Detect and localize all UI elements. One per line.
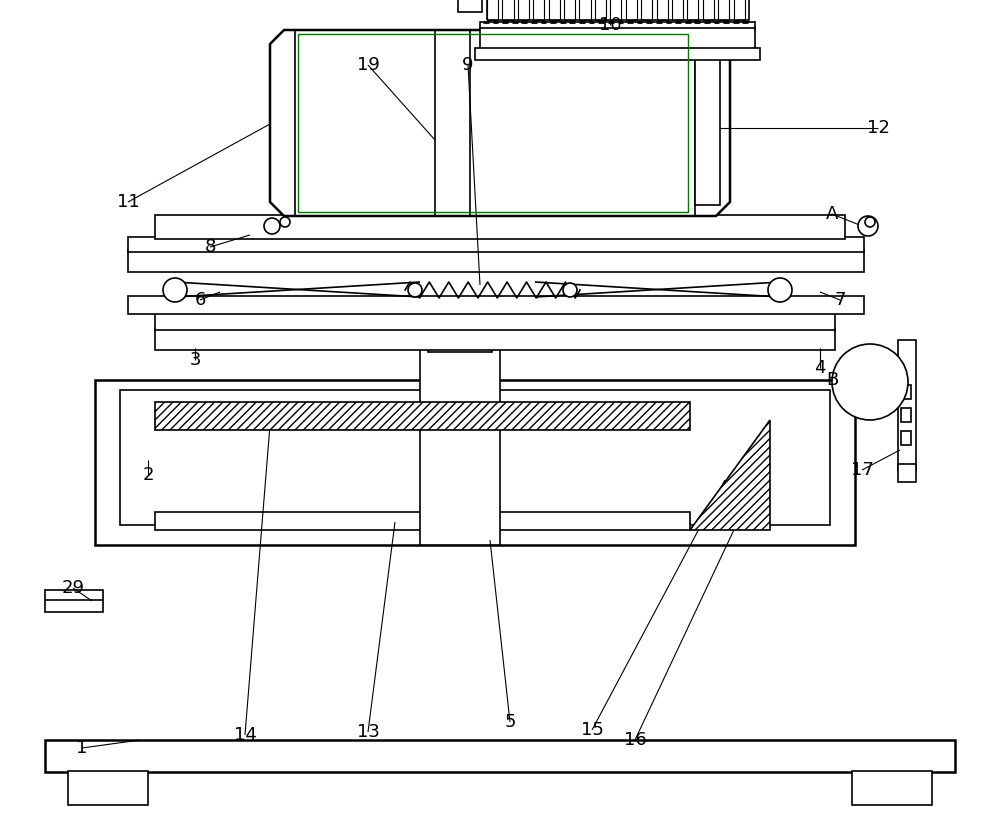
Bar bbox=[898, 340, 916, 470]
Text: 6: 6 bbox=[194, 291, 206, 309]
Text: 15: 15 bbox=[581, 721, 603, 739]
Text: 1: 1 bbox=[76, 739, 88, 757]
Bar bbox=[298, 34, 688, 212]
Bar bbox=[687, 0, 698, 20]
Text: A: A bbox=[826, 205, 838, 223]
Circle shape bbox=[563, 283, 577, 297]
Text: 16: 16 bbox=[624, 731, 646, 749]
Bar bbox=[155, 312, 835, 330]
Bar bbox=[155, 512, 690, 530]
Bar bbox=[610, 0, 621, 20]
Bar bbox=[487, 0, 749, 20]
Text: 14: 14 bbox=[234, 726, 256, 744]
Bar bbox=[626, 0, 637, 20]
Bar bbox=[155, 215, 845, 239]
Bar bbox=[518, 0, 529, 20]
Text: 17: 17 bbox=[851, 461, 873, 479]
Bar bbox=[458, 0, 482, 12]
Text: 9: 9 bbox=[462, 56, 474, 74]
Text: 2: 2 bbox=[142, 466, 154, 484]
Polygon shape bbox=[270, 30, 730, 216]
Bar bbox=[128, 237, 864, 252]
Bar bbox=[695, 37, 720, 205]
Bar bbox=[120, 390, 830, 525]
Text: 13: 13 bbox=[357, 723, 379, 741]
Bar bbox=[428, 322, 492, 352]
Bar bbox=[657, 0, 668, 20]
Bar bbox=[595, 0, 606, 20]
Circle shape bbox=[858, 216, 878, 236]
Text: 8: 8 bbox=[204, 238, 216, 256]
Bar bbox=[734, 0, 745, 20]
Text: B: B bbox=[826, 371, 838, 389]
Bar bbox=[128, 296, 864, 314]
Bar bbox=[480, 22, 755, 30]
Circle shape bbox=[408, 283, 422, 297]
Bar bbox=[475, 48, 760, 60]
Circle shape bbox=[865, 217, 875, 227]
Bar bbox=[579, 0, 591, 20]
Circle shape bbox=[280, 217, 290, 227]
Bar bbox=[641, 0, 652, 20]
Bar bbox=[672, 0, 683, 20]
Text: 12: 12 bbox=[867, 119, 889, 137]
Bar bbox=[155, 402, 690, 430]
Bar bbox=[901, 431, 911, 445]
Text: 19: 19 bbox=[357, 56, 379, 74]
Bar bbox=[420, 345, 500, 545]
Bar bbox=[45, 740, 955, 772]
Bar bbox=[68, 771, 148, 805]
Bar bbox=[852, 771, 932, 805]
Text: 29: 29 bbox=[62, 579, 85, 597]
Bar bbox=[95, 380, 855, 545]
Bar bbox=[564, 0, 575, 20]
Circle shape bbox=[768, 278, 792, 302]
Bar bbox=[128, 250, 864, 272]
Bar bbox=[480, 28, 755, 50]
Text: 5: 5 bbox=[504, 713, 516, 731]
Bar bbox=[487, 0, 498, 20]
Bar bbox=[901, 385, 911, 399]
Circle shape bbox=[163, 278, 187, 302]
Text: 11: 11 bbox=[117, 193, 139, 211]
Bar bbox=[45, 590, 103, 612]
Circle shape bbox=[264, 218, 280, 234]
Bar bbox=[901, 408, 911, 422]
Bar bbox=[549, 0, 560, 20]
Text: 3: 3 bbox=[189, 351, 201, 369]
Text: 4: 4 bbox=[814, 359, 826, 377]
Text: 7: 7 bbox=[834, 291, 846, 309]
Bar bbox=[718, 0, 729, 20]
Bar bbox=[437, 521, 449, 527]
Text: 10: 10 bbox=[599, 16, 621, 34]
Bar bbox=[703, 0, 714, 20]
Bar bbox=[502, 0, 514, 20]
Bar bbox=[155, 328, 835, 350]
Bar bbox=[898, 464, 916, 482]
Polygon shape bbox=[690, 420, 770, 530]
Bar bbox=[533, 0, 544, 20]
Circle shape bbox=[832, 344, 908, 420]
